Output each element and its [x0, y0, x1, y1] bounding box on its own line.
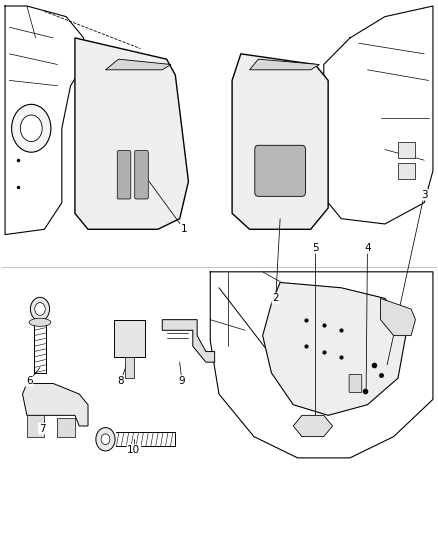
- Polygon shape: [263, 282, 407, 415]
- FancyBboxPatch shape: [398, 142, 416, 158]
- Circle shape: [35, 303, 45, 316]
- FancyBboxPatch shape: [135, 151, 148, 199]
- Circle shape: [20, 115, 42, 142]
- Text: 5: 5: [312, 243, 318, 253]
- FancyBboxPatch shape: [114, 320, 145, 357]
- Text: 4: 4: [364, 243, 371, 253]
- Polygon shape: [381, 298, 416, 336]
- Polygon shape: [125, 357, 134, 378]
- Text: 9: 9: [179, 376, 185, 386]
- Ellipse shape: [29, 318, 51, 326]
- Circle shape: [30, 297, 49, 321]
- FancyBboxPatch shape: [27, 415, 44, 437]
- FancyBboxPatch shape: [398, 163, 416, 179]
- Polygon shape: [232, 54, 328, 229]
- Polygon shape: [293, 415, 332, 437]
- Polygon shape: [106, 59, 171, 70]
- Circle shape: [101, 434, 110, 445]
- Text: 6: 6: [26, 376, 32, 386]
- Polygon shape: [22, 383, 88, 426]
- Text: 8: 8: [117, 376, 124, 386]
- Text: 1: 1: [181, 224, 187, 235]
- Text: 2: 2: [272, 293, 279, 303]
- Circle shape: [12, 104, 51, 152]
- Text: 10: 10: [127, 445, 141, 455]
- FancyBboxPatch shape: [117, 151, 131, 199]
- Text: 3: 3: [421, 190, 427, 200]
- FancyBboxPatch shape: [255, 146, 305, 196]
- FancyBboxPatch shape: [349, 374, 362, 392]
- Polygon shape: [162, 320, 215, 362]
- Polygon shape: [75, 38, 188, 229]
- Circle shape: [96, 427, 115, 451]
- Polygon shape: [250, 59, 319, 70]
- FancyBboxPatch shape: [57, 418, 75, 437]
- Text: 7: 7: [39, 424, 46, 434]
